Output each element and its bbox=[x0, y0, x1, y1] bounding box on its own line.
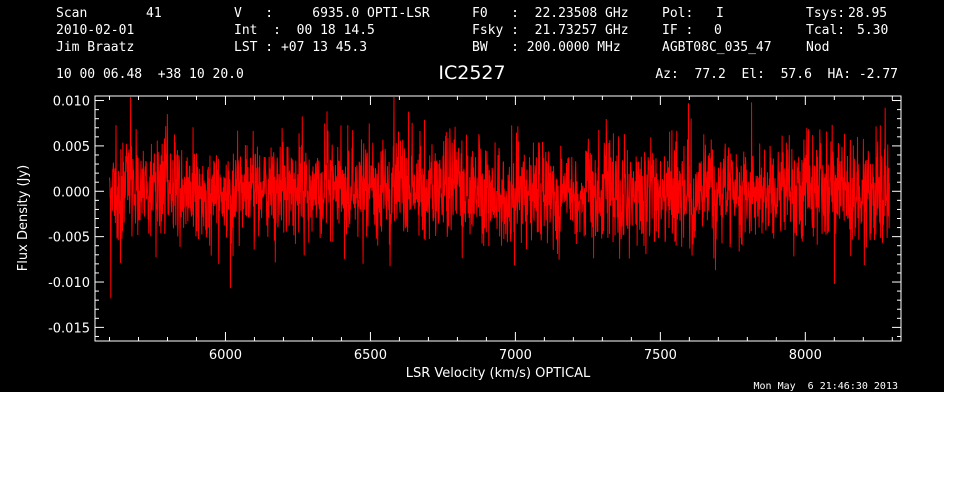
y-tick-label: 0.000 bbox=[53, 185, 90, 200]
x-axis-label: LSR Velocity (km/s) OPTICAL bbox=[406, 366, 591, 381]
spectrum-chart: Scan 41 V : 6935.0 OPTI-LSR F0 : 22.2350… bbox=[16, 6, 902, 392]
x-tick-label: 6500 bbox=[354, 348, 387, 363]
observer: Jim Braatz bbox=[56, 40, 134, 55]
az-el-ha: Az: 77.2 El: 57.6 HA: -2.77 bbox=[655, 67, 898, 82]
plot-window: Scan 41 V : 6935.0 OPTI-LSR F0 : 22.2350… bbox=[0, 0, 944, 392]
y-tick-label: 0.005 bbox=[53, 140, 90, 155]
if-label: IF : bbox=[662, 23, 693, 38]
scan-value: 41 bbox=[146, 6, 162, 21]
obs-mode: Nod bbox=[806, 40, 829, 55]
f0-line: F0 : 22.23508 GHz bbox=[472, 6, 629, 21]
project-id: AGBT08C_035_47 bbox=[662, 40, 772, 55]
tcal-value: 5.30 bbox=[857, 23, 888, 38]
lst-line: LST : +07 13 45.3 bbox=[234, 40, 367, 55]
fsky-line: Fsky : 21.73257 GHz bbox=[472, 23, 629, 38]
tsys-value: 28.95 bbox=[848, 6, 887, 21]
source-title: IC2527 bbox=[438, 62, 505, 84]
x-tick-label: 8000 bbox=[789, 348, 822, 363]
date: 2010-02-01 bbox=[56, 23, 134, 38]
tsys-label: Tsys: bbox=[806, 6, 845, 21]
coordinates: 10 00 06.48 +38 10 20.0 bbox=[56, 67, 244, 82]
y-tick-label: -0.010 bbox=[48, 276, 90, 291]
bw-line: BW : 200.0000 MHz bbox=[472, 40, 621, 55]
x-tick-label: 7000 bbox=[499, 348, 532, 363]
pol-label: Pol: bbox=[662, 6, 693, 21]
velocity-line: V : 6935.0 OPTI-LSR bbox=[234, 6, 430, 21]
y-tick-label: -0.015 bbox=[48, 321, 90, 336]
tick-labels: 6000 6500 7000 7500 8000 0.010 0.005 0.000 -0.00… bbox=[48, 95, 822, 363]
tick-marks bbox=[95, 96, 901, 341]
scan-label: Scan bbox=[56, 6, 87, 21]
int-line: Int : 00 18 14.5 bbox=[234, 23, 375, 38]
pol-value: I bbox=[716, 6, 724, 21]
y-axis-label: Flux Density (Jy) bbox=[16, 165, 31, 271]
x-tick-label: 6000 bbox=[209, 348, 242, 363]
y-tick-label: 0.010 bbox=[53, 95, 90, 110]
y-tick-label: -0.005 bbox=[48, 231, 90, 246]
plot-timestamp: Mon May 6 21:46:30 2013 bbox=[754, 381, 899, 392]
if-value: 0 bbox=[714, 23, 722, 38]
tcal-label: Tcal: bbox=[806, 23, 845, 38]
x-tick-label: 7500 bbox=[644, 348, 677, 363]
spectrum-series-line bbox=[109, 97, 890, 299]
